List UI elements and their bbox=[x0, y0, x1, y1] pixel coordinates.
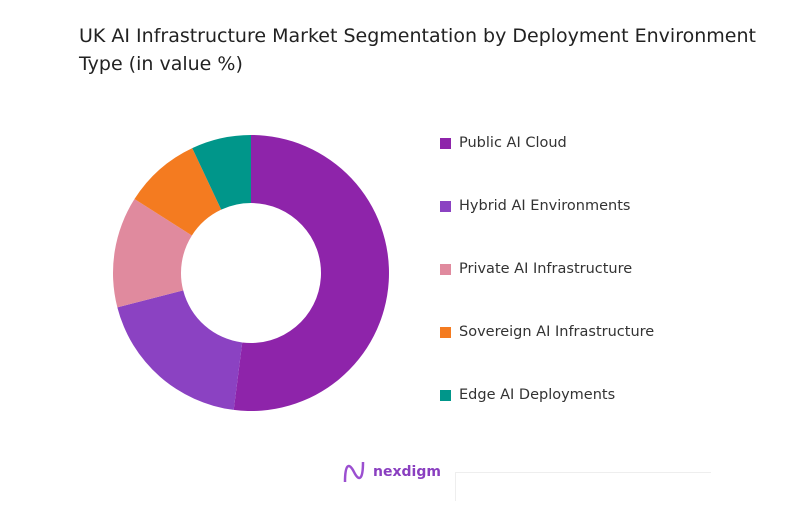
logo-text: nexdigm bbox=[373, 464, 441, 480]
slice-edge-ai-deployments bbox=[192, 135, 251, 210]
legend-swatch bbox=[440, 263, 451, 275]
legend-label: Private AI Infrastructure bbox=[459, 261, 633, 277]
legend: Public AI Cloud Hybrid AI Environments Pri… bbox=[440, 133, 654, 448]
legend-swatch bbox=[440, 200, 451, 212]
legend-label: Public AI Cloud bbox=[459, 135, 567, 151]
slice-private-ai-infrastructure bbox=[113, 199, 192, 308]
nexdigm-logo: nexdigm bbox=[343, 460, 441, 484]
legend-item: Public AI Cloud bbox=[440, 133, 654, 153]
slice-public-ai-cloud bbox=[233, 135, 389, 411]
slice-hybrid-ai-environments bbox=[117, 290, 243, 410]
legend-item: Edge AI Deployments bbox=[440, 385, 654, 405]
legend-label: Sovereign AI Infrastructure bbox=[459, 324, 655, 340]
footer-divider bbox=[455, 472, 711, 501]
legend-swatch bbox=[440, 326, 451, 338]
logo-icon bbox=[343, 461, 365, 483]
legend-swatch bbox=[440, 137, 451, 149]
chart-title: UK AI Infrastructure Market Segmentation… bbox=[79, 25, 756, 75]
legend-label: Edge AI Deployments bbox=[459, 387, 616, 403]
legend-swatch bbox=[440, 389, 451, 401]
legend-item: Sovereign AI Infrastructure bbox=[440, 322, 654, 342]
legend-item: Hybrid AI Environments bbox=[440, 196, 654, 216]
legend-item: Private AI Infrastructure bbox=[440, 259, 654, 279]
legend-label: Hybrid AI Environments bbox=[459, 198, 631, 214]
slice-sovereign-ai-infrastructure bbox=[134, 148, 222, 236]
